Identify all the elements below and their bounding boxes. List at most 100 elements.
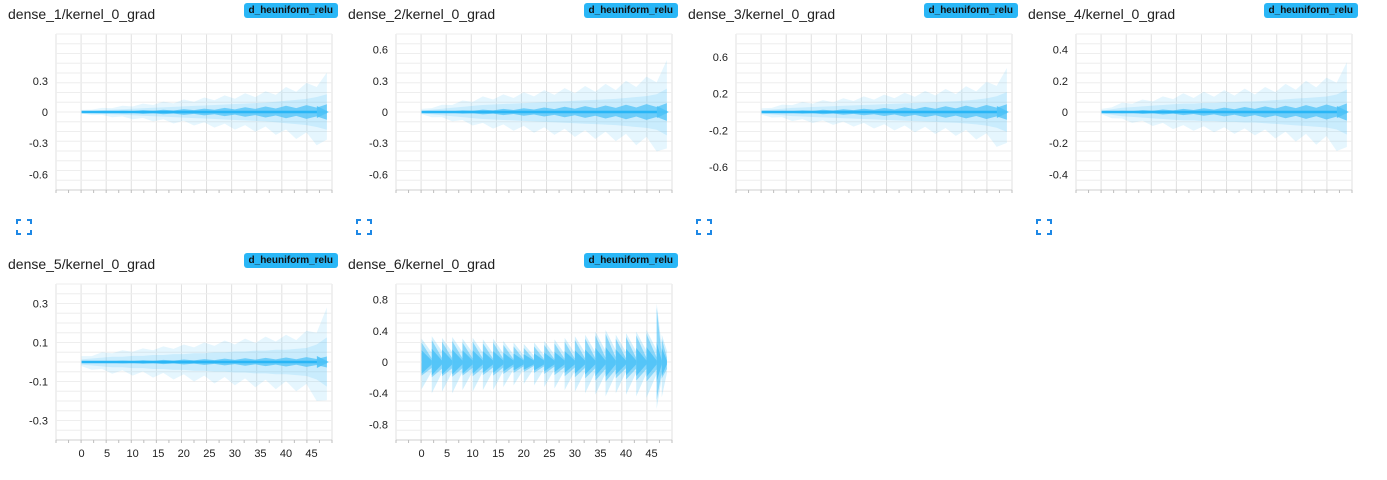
run-badge[interactable]: d_heuniform_relu: [583, 3, 678, 18]
y-tick-label: 0.3: [373, 76, 388, 88]
y-tick-label: 0.2: [713, 89, 728, 101]
histogram-card: dense_4/kernel_0_grad d_heuniform_relu 0…: [1020, 0, 1360, 235]
y-tick-label: -0.3: [29, 138, 48, 150]
icon-corner: [696, 230, 701, 235]
icon-corner: [1047, 219, 1052, 224]
y-tick-label: -0.3: [29, 416, 48, 428]
end-arrow: [316, 106, 329, 118]
y-tick-label: -0.6: [29, 169, 48, 181]
y-tick-label: 0.4: [1053, 45, 1068, 57]
fullscreen-icon[interactable]: [1036, 219, 1052, 235]
y-tick-label: -0.2: [1049, 138, 1068, 150]
icon-corner: [1036, 219, 1041, 224]
inner-band: [472, 350, 483, 374]
run-badge[interactable]: d_heuniform_relu: [243, 253, 338, 268]
histogram-plot: 0.8 0.4 0 -0.4 -0.8 0 5 10 15 20 25 30 35 40 45: [369, 283, 673, 460]
y-tick-label: 0.8: [373, 295, 388, 307]
inner-band: [574, 350, 586, 374]
inner-band: [605, 347, 616, 377]
y-tick-label: 0: [1062, 107, 1068, 119]
histogram-plot: 0.4 0.2 0 -0.2 -0.4: [1049, 33, 1353, 193]
fullscreen-icon[interactable]: [356, 219, 372, 235]
y-tick-label: -0.4: [369, 388, 388, 400]
x-tick-label: 45: [645, 448, 657, 460]
inner-band: [554, 351, 565, 373]
inner-band: [534, 353, 545, 371]
inner-band: [523, 354, 534, 370]
x-tick-label: 30: [569, 448, 581, 460]
series-bands: [421, 303, 667, 409]
fullscreen-icon[interactable]: [16, 219, 32, 235]
card-title: dense_3/kernel_0_grad: [688, 6, 836, 22]
y-tick-label: 0.3: [33, 299, 48, 311]
y-tick-label: 0: [382, 107, 388, 119]
run-badge[interactable]: d_heuniform_relu: [1263, 3, 1358, 18]
run-badge[interactable]: d_heuniform_relu: [923, 3, 1018, 18]
histogram-plot: 0.6 0.2 -0.2 -0.6: [709, 33, 1013, 193]
end-arrow: [996, 106, 1009, 118]
histogram-plot: 0.3 0 -0.3 -0.6: [29, 33, 333, 193]
x-tick-label: 35: [594, 448, 606, 460]
icon-corner: [696, 219, 701, 224]
fullscreen-icon[interactable]: [696, 219, 712, 235]
histogram-plot: 0.3 0.1 -0.1 -0.3 0 5 10 15 20 25 30 35 40 45: [29, 283, 333, 460]
x-tick-label: 45: [305, 448, 317, 460]
inner-band: [503, 352, 514, 372]
run-badge[interactable]: d_heuniform_relu: [243, 3, 338, 18]
series-bands: [81, 307, 329, 401]
inner-band: [431, 348, 442, 376]
histogram-card: dense_5/kernel_0_grad d_heuniform_relu 0…: [0, 250, 340, 480]
inner-band: [564, 351, 575, 373]
y-tick-label: 0.4: [373, 326, 388, 338]
end-arrow: [1336, 106, 1349, 118]
y-tick-label: 0: [42, 107, 48, 119]
y-tick-label: 0.1: [33, 338, 48, 350]
inner-band: [615, 349, 626, 375]
icon-corner: [16, 219, 21, 224]
icon-corner: [27, 219, 32, 224]
x-tick-label: 25: [203, 448, 215, 460]
card-title: dense_1/kernel_0_grad: [8, 6, 156, 22]
series-bands: [81, 72, 329, 146]
inner-band: [493, 351, 504, 373]
y-tick-label: -0.2: [709, 125, 728, 137]
icon-corner: [707, 219, 712, 224]
y-tick-label: -0.8: [369, 419, 388, 431]
y-tick-label: -0.4: [1049, 169, 1068, 181]
x-tick-label: 20: [178, 448, 190, 460]
series-bands: [1101, 62, 1349, 151]
histogram-card: dense_6/kernel_0_grad d_heuniform_relu 0…: [340, 250, 680, 480]
x-tick-label: 0: [418, 448, 424, 460]
inner-band: [585, 349, 596, 375]
y-tick-label: 0.6: [373, 45, 388, 57]
x-tick-label: 30: [229, 448, 241, 460]
outer-band: [81, 307, 327, 401]
inner-band: [636, 347, 647, 377]
x-tick-label: 15: [152, 448, 164, 460]
x-tick-label: 5: [444, 448, 450, 460]
y-tick-label: -0.6: [369, 169, 388, 181]
outer-band: [421, 60, 667, 152]
inner-band: [462, 350, 473, 374]
x-tick-label: 40: [280, 448, 292, 460]
run-badge[interactable]: d_heuniform_relu: [583, 253, 678, 268]
histogram-card: dense_1/kernel_0_grad d_heuniform_relu 0…: [0, 0, 340, 235]
inner-band: [482, 351, 494, 373]
x-tick-label: 40: [620, 448, 632, 460]
inner-band: [656, 342, 662, 382]
y-tick-label: 0.6: [713, 52, 728, 64]
icon-corner: [356, 230, 361, 235]
x-tick-label: 10: [467, 448, 479, 460]
x-tick-label: 25: [543, 448, 555, 460]
inner-band: [442, 349, 453, 375]
x-tick-label: 15: [492, 448, 504, 460]
x-tick-label: 35: [254, 448, 266, 460]
histogram-plot: 0.6 0.3 0 -0.3 -0.6: [369, 33, 673, 193]
y-tick-label: 0: [382, 357, 388, 369]
inner-band: [661, 347, 667, 377]
end-arrow: [316, 356, 329, 368]
icon-corner: [1047, 230, 1052, 235]
y-tick-label: -0.3: [369, 138, 388, 150]
card-title: dense_6/kernel_0_grad: [348, 256, 496, 272]
inner-band: [544, 352, 555, 372]
